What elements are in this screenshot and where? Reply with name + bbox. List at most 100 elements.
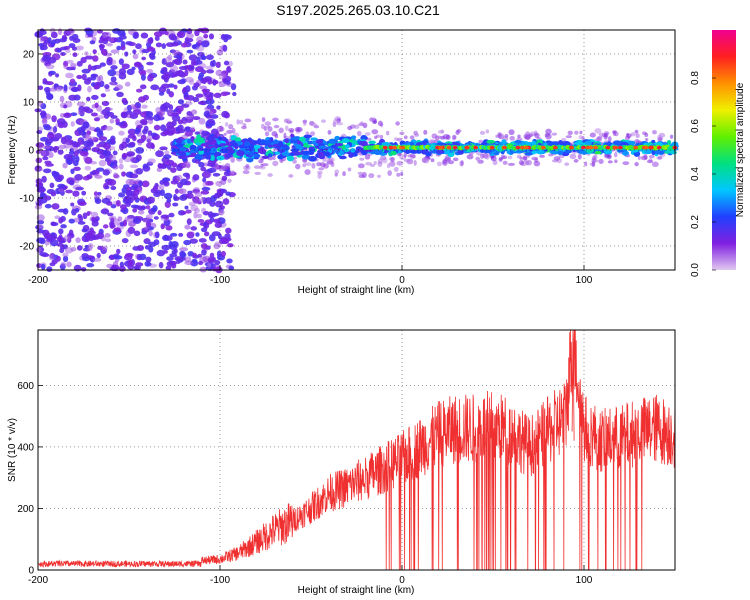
- spectrogram-cell: [509, 135, 515, 141]
- snr-x-tick-label: 100: [576, 575, 593, 586]
- spectrogram-cell: [188, 54, 198, 62]
- spectrogram-cell: [100, 93, 107, 98]
- spectrogram-cell: [110, 76, 117, 83]
- spectrogram-cell: [171, 162, 178, 168]
- spectrogram-cell: [436, 142, 446, 146]
- spectrogram-cell: [184, 126, 192, 132]
- spectrogram-cell: [271, 131, 278, 137]
- spectrogram-cell: [222, 34, 230, 39]
- spectrogram-cell: [187, 38, 194, 43]
- spectrogram-cell: [531, 156, 539, 161]
- spectrogram-cell: [109, 222, 115, 229]
- spectrogram-cell: [584, 140, 592, 146]
- spectrogram-cell: [207, 262, 212, 268]
- spectrogram-cell: [119, 35, 127, 40]
- spectrogram-cell: [138, 253, 147, 261]
- spectrogram-cell: [82, 256, 91, 262]
- spectrogram-cell: [223, 60, 230, 66]
- spectrogram-cell: [166, 125, 175, 133]
- spectrogram-cell: [219, 205, 226, 210]
- spectrogram-cell: [247, 151, 254, 157]
- spectrogram-cell: [257, 148, 267, 154]
- spectrogram-cell: [77, 221, 86, 225]
- spectrogram-cell: [224, 141, 230, 145]
- spectrogram-cell: [57, 188, 64, 193]
- spectrogram-cell: [296, 126, 303, 132]
- spectrogram-cell: [598, 132, 605, 137]
- spectrogram-cell: [342, 171, 346, 177]
- spectrogram-cell: [162, 130, 170, 135]
- spectrogram-cell: [295, 163, 301, 170]
- spectrogram-cell: [445, 134, 451, 140]
- spectrogram-cell: [87, 234, 95, 242]
- spectrogram-cell: [184, 256, 192, 263]
- spectrogram-cell: [80, 151, 89, 157]
- spectrogram-cell: [94, 194, 101, 199]
- spectrogram-cell: [65, 49, 71, 54]
- spectrogram-cell: [226, 65, 231, 73]
- spectrogram-cell: [135, 146, 145, 154]
- spectrogram-cell: [640, 155, 648, 161]
- spectrogram-cell: [165, 56, 172, 64]
- spectrogram-cell: [57, 183, 66, 189]
- spectrogram-cell: [84, 51, 89, 56]
- spectrogram-cell: [589, 132, 596, 138]
- spectrogram-cell: [63, 235, 71, 242]
- spectrogram-cell: [354, 124, 360, 130]
- spectrogram-cell: [93, 64, 102, 69]
- snr-y-label: SNR (10 * v/v): [7, 418, 18, 482]
- spectrogram-cell: [105, 238, 112, 243]
- spectrogram-y-ticks: 20 10 0 -10 -20: [20, 50, 43, 253]
- spectrogram-cell: [644, 132, 649, 138]
- spectrogram-cell: [126, 153, 134, 157]
- spectrogram-cell: [76, 74, 83, 80]
- spectrogram-cell: [334, 135, 341, 141]
- spectrogram-cell: [596, 135, 603, 140]
- spectrogram-cell: [221, 175, 228, 182]
- spectrogram-cell: [230, 170, 236, 175]
- spectrogram-cell: [70, 202, 75, 207]
- spectrogram-cell: [213, 163, 220, 171]
- spectrogram-cell: [183, 239, 192, 246]
- spectrogram-cell: [403, 151, 407, 158]
- spectrogram-cell: [409, 142, 415, 147]
- spectrogram-cell: [347, 125, 353, 131]
- spectrogram-cell: [284, 125, 289, 131]
- spectrogram-cell: [114, 84, 124, 91]
- spectrogram-cell: [594, 128, 602, 134]
- spectrogram-cell: [186, 33, 194, 39]
- spectrogram-cell: [196, 36, 204, 44]
- spectrogram-cell: [169, 232, 178, 237]
- spectrogram-cell: [245, 163, 250, 168]
- spectrogram-cell: [593, 154, 598, 160]
- spectrogram-cell: [459, 160, 464, 167]
- spectrogram-cell: [166, 256, 174, 262]
- spectrogram-cell: [348, 152, 354, 158]
- spectrogram-cell: [177, 128, 186, 134]
- spectrogram-cell: [157, 163, 167, 169]
- spectrogram-cell: [298, 136, 306, 143]
- spectrogram-cell: [63, 84, 68, 92]
- spectrogram-cell: [264, 131, 270, 137]
- spectrogram-cell: [123, 107, 129, 112]
- spectrogram-cell: [396, 137, 403, 142]
- spectrogram-cell: [118, 72, 127, 80]
- spectrogram-cell: [326, 158, 334, 165]
- spectrogram-cell: [657, 135, 662, 140]
- spectrogram-cell: [318, 167, 325, 171]
- spectrogram-cell: [153, 216, 159, 220]
- spectrogram-cell: [135, 43, 142, 50]
- spectrogram-cell: [176, 53, 182, 60]
- spectrogram-cell: [45, 64, 55, 70]
- spectrogram-cell: [200, 40, 210, 48]
- spectrogram-cell: [36, 130, 43, 135]
- spectrogram-cell: [135, 88, 143, 93]
- spectrogram-cell: [163, 67, 168, 72]
- spectrogram-cell: [350, 148, 356, 153]
- spectrogram-cell: [64, 247, 74, 254]
- spectrogram-cell: [94, 127, 101, 133]
- spectrogram-cell: [388, 145, 394, 150]
- spectrogram-cell: [50, 232, 55, 237]
- spectrogram-cell: [258, 165, 266, 170]
- spectrogram-cell: [145, 111, 154, 118]
